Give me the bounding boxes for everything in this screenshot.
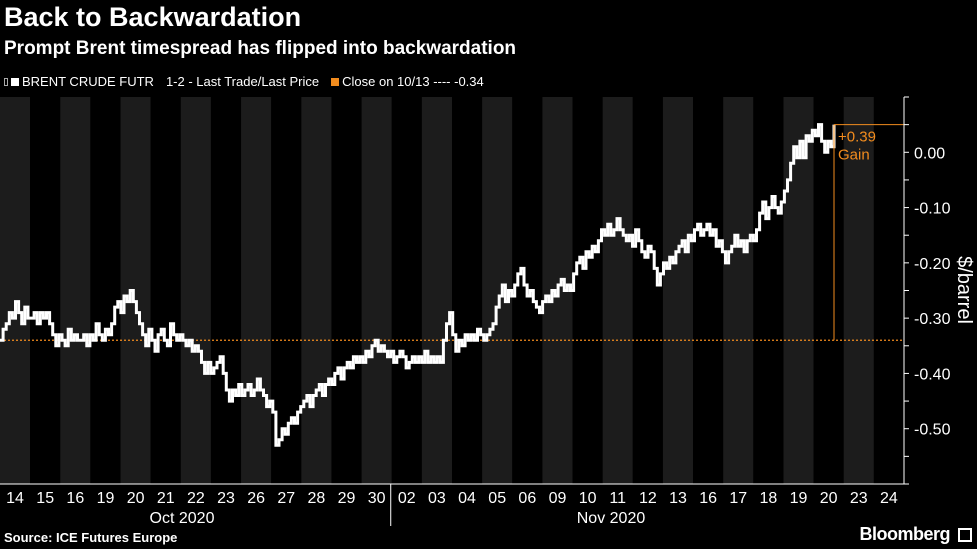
month-label-oct: Oct 2020 [150,510,215,527]
y-tick-label: -0.10 [914,201,951,218]
x-tick-label: 12 [639,490,657,507]
source-note: Source: ICE Futures Europe [4,530,178,545]
day-band [843,97,874,484]
gain-text-label: Gain [838,147,870,164]
day-band [723,97,754,484]
y-tick-label: 0.00 [914,145,945,162]
gain-value-label: +0.39 [838,129,876,146]
x-tick-label: 20 [820,490,838,507]
legend-ref-label: Close on 10/13 ---- -0.34 [342,74,484,89]
day-band [753,97,784,484]
day-band [632,97,663,484]
day-band [331,97,362,484]
x-tick-label: 28 [308,490,326,507]
y-tick-label: -0.50 [914,422,951,439]
x-tick-label: 10 [579,490,597,507]
y-axis: 0.00 -0.10 -0.20 -0.30 -0.40 -0.50 $/barrel [903,96,975,485]
day-band [813,97,844,484]
chart-title: Back to Backwardation [4,2,302,32]
day-band [391,97,422,484]
y-axis-label: $/barrel [953,256,975,324]
legend-series-swatch [11,77,19,86]
day-band [693,97,724,484]
day-band [180,97,211,484]
day-band [572,97,603,484]
bloomberg-mark-icon [958,528,972,542]
legend: BRENT CRUDE FUTR 1-2 - Last Trade/Last P… [4,74,484,89]
x-tick-label: 14 [6,490,24,507]
chart-subtitle: Prompt Brent timespread has flipped into… [4,38,517,59]
day-band [783,97,814,484]
day-band [120,97,151,484]
y-tick-label: -0.20 [914,256,951,273]
x-tick-label: 16 [66,490,84,507]
day-band [602,97,633,484]
day-band [361,97,392,484]
month-label-nov: Nov 2020 [577,510,646,527]
y-tick-label: -0.40 [914,366,951,383]
day-band [452,97,483,484]
x-tick-label: 26 [247,490,265,507]
day-band [150,97,181,484]
legend-series-label: BRENT CRUDE FUTR [22,74,154,89]
x-tick-label: 09 [549,490,567,507]
legend-ref-swatch [331,77,340,86]
x-tick-label: 06 [518,490,536,507]
day-band [241,97,272,484]
day-bands [0,97,904,484]
day-band [662,97,694,484]
day-band [30,97,61,484]
x-tick-label: 17 [729,490,747,507]
x-tick-label: 29 [338,490,356,507]
day-band [421,97,452,484]
series-line [0,123,836,447]
x-tick-label: 15 [36,490,54,507]
x-tick-label: 30 [368,490,386,507]
x-tick-label: 21 [157,490,175,507]
day-band [873,97,904,484]
x-tick-label: 22 [187,490,205,507]
x-tick-label: 16 [699,490,717,507]
x-tick-label: 19 [97,490,115,507]
day-band [60,97,91,484]
x-tick-label: 03 [428,490,446,507]
x-tick-label: 20 [127,490,145,507]
x-tick-label: 18 [760,490,778,507]
x-tick-label: 27 [277,490,295,507]
x-axis: 14 15 16 19 20 21 22 23 26 27 28 29 30 02 03 04 05 06 09 10… [0,483,904,527]
bloomberg-logo: Bloomberg [859,524,950,544]
x-tick-label: 23 [217,490,235,507]
x-tick-label: 11 [609,490,626,507]
x-tick-label: 24 [880,490,898,507]
x-tick-label: 13 [669,490,687,507]
x-tick-label: 05 [488,490,506,507]
legend-series-detail: 1-2 - Last Trade/Last Price [165,74,320,89]
day-band [301,97,332,484]
x-tick-label: 23 [850,490,868,507]
x-tick-label: 02 [398,490,416,507]
day-band [90,97,121,484]
day-band [210,97,242,484]
y-tick-label: -0.30 [914,311,951,328]
x-tick-label: 19 [790,490,808,507]
day-band [0,97,31,484]
x-tick-label: 04 [458,490,476,507]
legend-handle-icon [4,77,8,86]
price-series [0,123,836,447]
